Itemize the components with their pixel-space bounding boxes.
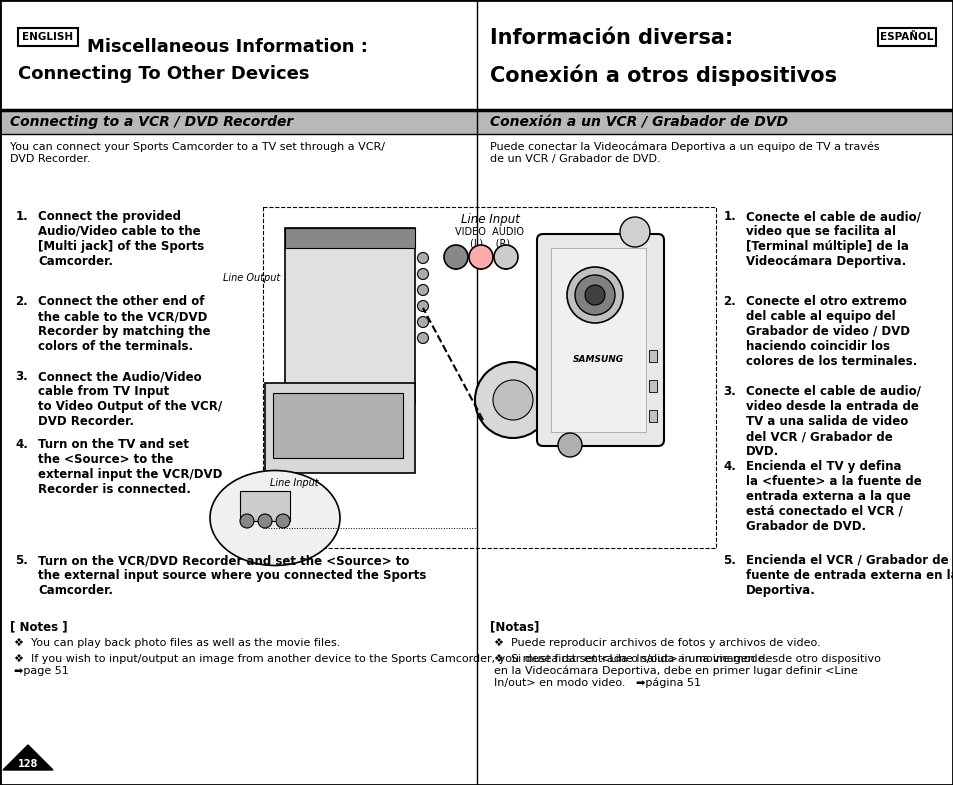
Bar [265, 383, 415, 473]
Text: Encienda el VCR / Grabador de DVD y defina la <fuente> a la
fuente de entrada ex: Encienda el VCR / Grabador de DVD y defi… [745, 554, 953, 597]
Circle shape [475, 362, 551, 438]
Text: (L)    (R): (L) (R) [470, 238, 510, 248]
Circle shape [257, 514, 272, 528]
Circle shape [493, 380, 533, 420]
Bar [551, 248, 645, 432]
Text: Conecte el cable de audio/
video desde la entrada de
TV a una salida de video
de: Conecte el cable de audio/ video desde l… [745, 385, 920, 458]
Text: 4.: 4. [722, 460, 735, 473]
Text: 5.: 5. [15, 554, 28, 567]
Bar [285, 228, 415, 248]
Text: Line Input: Line Input [270, 478, 318, 488]
Text: Connect the Audio/Video
cable from TV Input
to Video Output of the VCR/
DVD Reco: Connect the Audio/Video cable from TV In… [38, 370, 222, 428]
Circle shape [494, 245, 517, 269]
Circle shape [566, 267, 622, 323]
Text: Line Output: Line Output [222, 273, 280, 283]
Text: 3.: 3. [722, 385, 735, 398]
Bar [476, 110, 953, 134]
Text: Line Input: Line Input [460, 213, 518, 226]
Bar [0, 110, 476, 134]
Text: Connect the provided
Audio/Video cable to the
[Multi jack] of the Sports
Camcord: Connect the provided Audio/Video cable t… [38, 210, 204, 268]
Text: Conexión a otros dispositivos: Conexión a otros dispositivos [490, 65, 836, 86]
Text: Connecting to a VCR / DVD Recorder: Connecting to a VCR / DVD Recorder [10, 115, 293, 129]
Text: 1.: 1. [722, 210, 735, 223]
Circle shape [443, 245, 468, 269]
Text: ❖  You can play back photo files as well as the movie files.: ❖ You can play back photo files as well … [14, 638, 340, 648]
Bar [273, 393, 402, 458]
Ellipse shape [210, 470, 339, 565]
Circle shape [417, 284, 428, 295]
Bar [648, 350, 657, 362]
Text: Turn on the VCR/DVD Recorder and set the <Source> to
the external input source w: Turn on the VCR/DVD Recorder and set the… [38, 554, 426, 597]
Text: SAMSUNG: SAMSUNG [572, 356, 623, 364]
Circle shape [417, 268, 428, 279]
Bar [648, 410, 657, 422]
Text: ❖  Si desea dar entrada o salida a una imagen desde otro dispositivo
en la Video: ❖ Si desea dar entrada o salida a una im… [494, 654, 880, 688]
Text: Connecting To Other Devices: Connecting To Other Devices [18, 65, 309, 83]
Circle shape [275, 514, 290, 528]
Bar [648, 380, 657, 392]
Text: Encienda el TV y defina
la <fuente> a la fuente de
entrada externa a la que
está: Encienda el TV y defina la <fuente> a la… [745, 460, 921, 533]
Circle shape [619, 217, 649, 247]
Text: 2.: 2. [15, 295, 28, 308]
Text: ❖  If you wish to input/output an image from another device to the Sports Camcor: ❖ If you wish to input/output an image f… [14, 654, 767, 676]
Circle shape [417, 333, 428, 344]
FancyBboxPatch shape [537, 234, 663, 446]
Bar [18, 28, 78, 46]
Circle shape [575, 275, 615, 315]
Circle shape [469, 245, 493, 269]
Text: Información diversa:: Información diversa: [490, 28, 733, 48]
Text: Connect the other end of
the cable to the VCR/DVD
Recorder by matching the
color: Connect the other end of the cable to th… [38, 295, 211, 353]
Circle shape [558, 433, 581, 457]
Text: 2.: 2. [722, 295, 735, 308]
Text: Conecte el otro extremo
del cable al equipo del
Grabador de video / DVD
haciendo: Conecte el otro extremo del cable al equ… [745, 295, 916, 368]
Text: Puede conectar la Videocámara Deportiva a un equipo de TV a través
de un VCR / G: Puede conectar la Videocámara Deportiva … [490, 142, 879, 164]
Circle shape [584, 285, 604, 305]
Text: Conecte el cable de audio/
video que se facilita al
[Terminal múltiple] de la
Vi: Conecte el cable de audio/ video que se … [745, 210, 920, 268]
Bar [240, 491, 290, 521]
Text: 3.: 3. [15, 370, 28, 383]
Circle shape [417, 253, 428, 264]
Text: 5.: 5. [722, 554, 735, 567]
Text: ENGLISH: ENGLISH [23, 32, 73, 42]
Text: Conexión a un VCR / Grabador de DVD: Conexión a un VCR / Grabador de DVD [490, 115, 787, 129]
Text: VIDEO  AUDIO: VIDEO AUDIO [455, 227, 524, 237]
Circle shape [417, 316, 428, 327]
Text: You can connect your Sports Camcorder to a TV set through a VCR/
DVD Recorder.: You can connect your Sports Camcorder to… [10, 142, 385, 163]
Bar [877, 28, 935, 46]
Polygon shape [3, 745, 53, 770]
Text: Turn on the TV and set
the <Source> to the
external input the VCR/DVD
Recorder i: Turn on the TV and set the <Source> to t… [38, 438, 222, 496]
Text: Miscellaneous Information :: Miscellaneous Information : [87, 38, 368, 56]
Text: ❖  Puede reproducir archivos de fotos y archivos de video.: ❖ Puede reproducir archivos de fotos y a… [494, 638, 820, 648]
Circle shape [417, 301, 428, 312]
Text: [Notas]: [Notas] [490, 620, 538, 633]
Text: ESPAÑOL: ESPAÑOL [880, 32, 933, 42]
Text: 1.: 1. [15, 210, 28, 223]
Text: 4.: 4. [15, 438, 28, 451]
Bar [285, 228, 415, 403]
Circle shape [240, 514, 253, 528]
Text: 128: 128 [18, 759, 38, 769]
Bar [263, 207, 716, 548]
Text: [ Notes ]: [ Notes ] [10, 620, 68, 633]
